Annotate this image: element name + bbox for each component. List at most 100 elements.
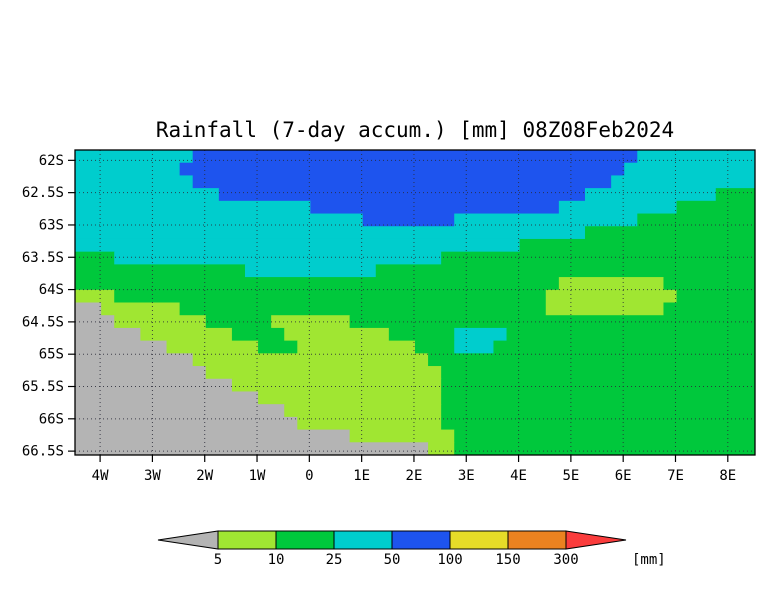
y-tick-label: 66.5S bbox=[22, 444, 64, 460]
map-cell bbox=[179, 162, 625, 177]
map-cell bbox=[676, 289, 755, 304]
map-cell bbox=[75, 315, 115, 329]
map-cell bbox=[231, 327, 285, 342]
map-cell bbox=[558, 200, 678, 215]
map-cell bbox=[415, 340, 455, 354]
map-cell bbox=[585, 188, 717, 202]
map-cell bbox=[192, 353, 429, 367]
map-cell bbox=[75, 378, 233, 393]
map-cell bbox=[75, 238, 521, 253]
map-cell bbox=[428, 353, 755, 367]
colorbar-segment bbox=[275, 530, 335, 550]
map-cell bbox=[140, 327, 233, 342]
map-cell bbox=[192, 150, 638, 164]
map-cell bbox=[454, 327, 508, 342]
map-cell bbox=[558, 277, 665, 291]
axes: 4W 3W 2W 1W 0 1E 2E 3E 4E 5E 6E 7E 8E 62S 62.5S 63S 63.5… bbox=[22, 153, 736, 484]
y-tick-label: 62S bbox=[39, 153, 64, 169]
colorbar-level-label: 100 bbox=[437, 552, 462, 568]
map-cell bbox=[258, 340, 298, 354]
map-cell bbox=[75, 188, 220, 202]
map-cell bbox=[676, 200, 755, 215]
map-cell bbox=[441, 404, 755, 418]
x-tick-label: 0 bbox=[305, 468, 313, 484]
map-cell bbox=[75, 442, 429, 455]
map-cell bbox=[75, 302, 102, 316]
colorbar-segment bbox=[333, 530, 393, 550]
map-cell bbox=[75, 391, 259, 405]
y-tick-label: 63.5S bbox=[22, 250, 64, 266]
x-tick-label: 5E bbox=[562, 468, 579, 484]
map-cell bbox=[310, 200, 560, 215]
map-cell bbox=[75, 162, 181, 177]
map-cell bbox=[179, 302, 547, 316]
map-cell bbox=[75, 251, 115, 265]
plot-frame bbox=[74, 149, 756, 456]
colorbar-segment bbox=[217, 530, 277, 550]
map-cell bbox=[284, 404, 442, 418]
colorbar-level-label: 5 bbox=[214, 552, 222, 568]
map-cell bbox=[637, 150, 755, 164]
y-tick-label: 65.5S bbox=[22, 379, 64, 395]
colorbar-level-label: 300 bbox=[553, 552, 578, 568]
latlon-grid bbox=[75, 150, 755, 455]
map-cell bbox=[663, 302, 755, 316]
map-cell bbox=[75, 226, 586, 240]
x-tick-label: 1E bbox=[353, 468, 370, 484]
x-tick-label: 1W bbox=[249, 468, 266, 484]
colorbar-left-arrow bbox=[157, 530, 219, 550]
colorbar-units-label: [mm] bbox=[632, 552, 666, 568]
map-cell bbox=[441, 378, 755, 393]
x-tick-label: 3E bbox=[458, 468, 475, 484]
map-cell bbox=[75, 264, 246, 278]
map-cell bbox=[297, 340, 416, 354]
map-cell bbox=[375, 264, 755, 278]
x-tick-label: 6E bbox=[615, 468, 632, 484]
map-cell bbox=[258, 391, 442, 405]
map-cell bbox=[428, 442, 455, 455]
map-cell bbox=[441, 251, 755, 265]
map-cell bbox=[101, 302, 181, 316]
map-cell bbox=[585, 226, 755, 240]
map-cell bbox=[454, 340, 495, 354]
map-cell bbox=[493, 340, 755, 354]
map-cell bbox=[637, 213, 755, 227]
map-cell bbox=[114, 315, 207, 329]
map-cell bbox=[362, 213, 455, 227]
x-tick-label: 2W bbox=[196, 468, 213, 484]
map-cell bbox=[75, 289, 115, 304]
map-cell bbox=[454, 213, 638, 227]
colorbar-segment bbox=[391, 530, 451, 550]
map-cell bbox=[205, 315, 272, 329]
y-tick-label: 64S bbox=[39, 282, 64, 298]
colorbar-level-label: 10 bbox=[268, 552, 285, 568]
map-cell bbox=[192, 175, 612, 189]
x-tick-label: 3W bbox=[144, 468, 161, 484]
map-cell bbox=[454, 429, 755, 443]
y-tick-label: 64.5S bbox=[22, 314, 64, 330]
map-cell bbox=[297, 416, 442, 431]
x-tick-label: 4E bbox=[510, 468, 527, 484]
colorbar-level-label: 150 bbox=[495, 552, 520, 568]
map-cell bbox=[75, 213, 364, 227]
map-cell bbox=[114, 289, 547, 304]
map-cell bbox=[75, 366, 207, 380]
map-cell bbox=[271, 315, 351, 329]
map-cell bbox=[388, 327, 455, 342]
map-cell bbox=[75, 150, 194, 164]
map-cell bbox=[441, 366, 755, 380]
colorbar-segment bbox=[449, 530, 509, 550]
y-tick-label: 63S bbox=[39, 217, 64, 233]
map-cell bbox=[611, 175, 755, 189]
map-cell bbox=[519, 238, 755, 253]
map-cell bbox=[715, 188, 755, 202]
map-cell bbox=[75, 327, 141, 342]
map-cells bbox=[75, 150, 755, 455]
colorbar-level-label: 25 bbox=[326, 552, 343, 568]
y-tick-label: 66S bbox=[39, 411, 64, 427]
map-cell bbox=[624, 162, 755, 177]
map-cell bbox=[75, 404, 285, 418]
x-tick-label: 8E bbox=[719, 468, 736, 484]
colorbar: 5 10 25 50 100 150 300 [mm] bbox=[157, 530, 666, 568]
